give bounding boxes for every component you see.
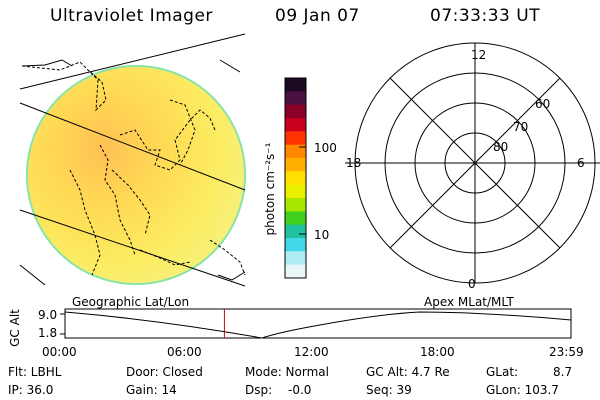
- mlt-label-18: 18: [346, 156, 362, 170]
- mlat-label-60: 60: [535, 97, 551, 111]
- colorbar-band: [285, 144, 306, 159]
- colorbar-band: [285, 78, 306, 92]
- colorbar-band: [285, 171, 306, 186]
- coastlines: [21, 61, 246, 276]
- observation-time: 07:33:33 UT: [430, 6, 541, 26]
- colorbar-band: [285, 118, 306, 132]
- mlat-label-70: 70: [513, 120, 529, 134]
- status-glat-value: 8.7: [553, 365, 573, 379]
- timeline-xtick-2359: 23:59: [549, 345, 584, 359]
- colorbar-band: [285, 211, 306, 226]
- status-dsp-value: -0.0: [288, 383, 312, 397]
- mlt-label-12: 12: [471, 48, 487, 62]
- colorbar-band: [285, 224, 306, 239]
- colorbar-band: [285, 131, 306, 146]
- color-scale-bar: [284, 77, 307, 279]
- colorbar-band: [285, 264, 306, 279]
- timeline-ylabel: GC Alt: [8, 309, 22, 347]
- mlt-label-6: 6: [577, 156, 585, 170]
- colorbar-label: photon cm⁻²s⁻¹: [263, 142, 277, 236]
- colorbar-band: [285, 104, 306, 119]
- status-mode: Mode: Normal: [245, 365, 329, 379]
- colorbar-tick-10: 10: [314, 228, 330, 242]
- timeline-xtick-0600: 06:00: [167, 345, 202, 359]
- outer-coastlines: [21, 59, 246, 281]
- colorbar-band: [285, 158, 306, 172]
- status-ip: IP: 36.0: [8, 383, 54, 397]
- status-filter: Flt: LBHL: [8, 365, 62, 379]
- status-glat-label: GLat:: [486, 365, 519, 379]
- status-gc-alt: GC Alt: 4.7 Re: [366, 365, 450, 379]
- status-seq: Seq: 39: [366, 383, 412, 397]
- mlat-label-80: 80: [493, 140, 509, 154]
- colorbar-band: [285, 91, 306, 106]
- timeline-right-caption: Apex MLat/MLT: [424, 295, 514, 309]
- timeline-left-caption: Geographic Lat/Lon: [72, 295, 190, 309]
- status-glon: GLon: 103.7: [486, 383, 559, 397]
- colorbar-band: [285, 198, 306, 212]
- timeline-ytick-min: 1.8: [38, 326, 58, 340]
- timeline-xtick-1200: 12:00: [294, 345, 329, 359]
- timeline-xtick-0000: 00:00: [42, 345, 77, 359]
- colorbar-tick-100: 100: [314, 141, 337, 155]
- status-gain: Gain: 14: [126, 383, 177, 397]
- colorbar-band: [285, 251, 306, 266]
- timeline-ytick-max: 9.0: [38, 308, 58, 322]
- colorbar-band: [285, 238, 306, 252]
- observation-date: 09 Jan 07: [275, 6, 360, 26]
- instrument-title: Ultraviolet Imager: [50, 6, 213, 26]
- colorbar-band: [285, 184, 306, 199]
- mlt-label-0: 0: [468, 277, 476, 291]
- timeline-xtick-1800: 18:00: [420, 345, 455, 359]
- status-dsp-label: Dsp:: [245, 383, 273, 397]
- status-door: Door: Closed: [126, 365, 203, 379]
